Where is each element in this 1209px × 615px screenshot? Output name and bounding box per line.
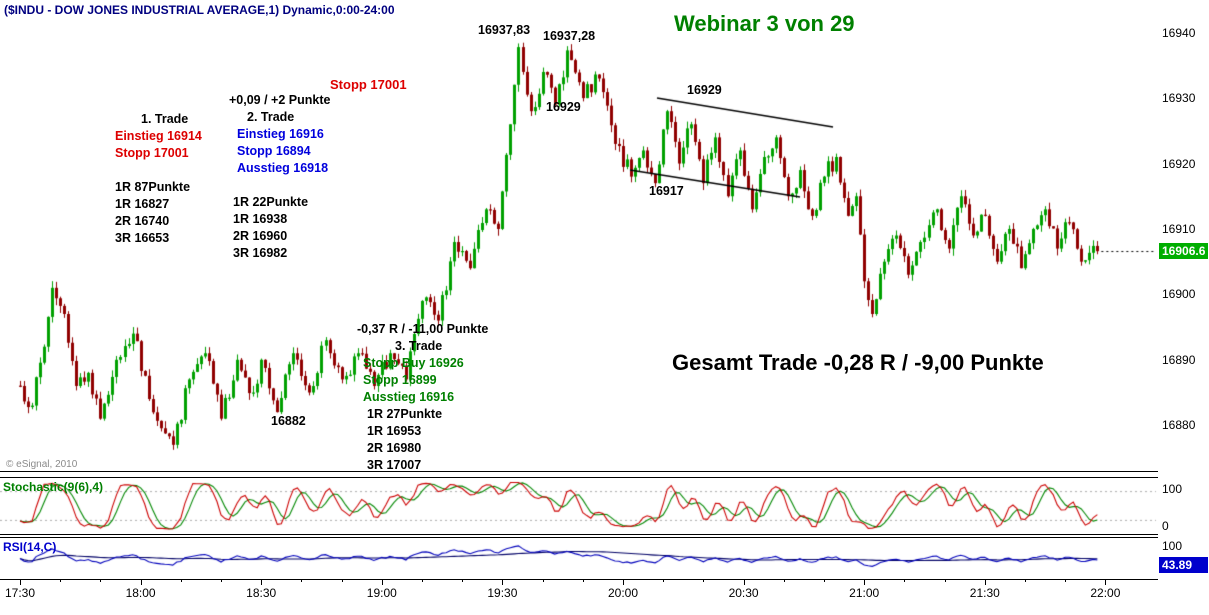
- chart-title: ($INDU - DOW JONES INDUSTRIAL AVERAGE,1)…: [4, 3, 395, 17]
- time-minor-tick: [824, 579, 825, 582]
- last-price-box: 16906.6: [1159, 243, 1208, 260]
- rsi-panel-canvas[interactable]: [0, 538, 1158, 579]
- price-axis-label: 16880: [1162, 418, 1196, 433]
- time-minor-tick: [221, 579, 222, 582]
- trade-summary-text: Gesamt Trade -0,28 R / -9,00 Punkte: [672, 350, 1044, 375]
- rsi-value-box: 43.89: [1159, 557, 1208, 573]
- time-major-tick: [20, 579, 21, 585]
- price-axis-label: 16910: [1162, 221, 1196, 236]
- time-axis-label: 17:30: [4, 586, 36, 600]
- time-minor-tick: [783, 579, 785, 582]
- time-minor-tick: [582, 579, 584, 582]
- stoch-scale-100: 100: [1162, 482, 1183, 496]
- time-minor-tick: [422, 579, 423, 582]
- price-axis: 16906.6 100 0 100 43.89 16940 16930 16920 1…: [1158, 0, 1209, 580]
- time-axis-label: 20:30: [728, 586, 759, 600]
- time-minor-tick: [1065, 579, 1067, 582]
- time-axis-label: 18:30: [246, 586, 277, 600]
- time-major-tick: [1105, 579, 1107, 585]
- time-axis-label: 21:30: [969, 586, 1000, 600]
- time-major-tick: [140, 579, 142, 585]
- time-major-tick: [864, 579, 866, 585]
- stoch-scale-0: 0: [1162, 519, 1169, 533]
- time-minor-tick: [663, 579, 665, 582]
- time-axis-label: 18:00: [125, 586, 156, 600]
- time-major-tick: [984, 579, 986, 585]
- time-minor-tick: [100, 579, 102, 582]
- time-axis-label: 19:30: [487, 586, 518, 600]
- price-axis-label: 16900: [1162, 287, 1196, 302]
- time-axis: 17:30 18:00 18:30 19:00 19:30 20:00 20:30 21:00…: [0, 579, 1209, 615]
- time-axis-label: 19:00: [366, 586, 397, 600]
- time-axis-line: [0, 579, 1209, 580]
- time-axis-label: 20:00: [607, 586, 639, 600]
- time-axis-label: 22:00: [1090, 586, 1121, 600]
- time-major-tick: [502, 579, 504, 585]
- time-minor-tick: [1025, 579, 1026, 582]
- time-major-tick: [381, 579, 383, 585]
- price-axis-label: 16940: [1162, 25, 1196, 40]
- time-axis-label: 21:00: [849, 586, 880, 600]
- stochastic-panel-canvas[interactable]: [0, 478, 1158, 534]
- rsi-panel-top-divider: [0, 537, 1209, 538]
- price-axis-label: 16920: [1162, 156, 1196, 171]
- rsi-label: RSI(14,C): [3, 540, 57, 554]
- esignal-watermark: © eSignal, 2010: [6, 459, 78, 470]
- time-minor-tick: [944, 579, 946, 582]
- time-major-tick: [743, 579, 745, 585]
- time-major-tick: [261, 579, 263, 585]
- price-chart-canvas[interactable]: [0, 0, 1158, 471]
- price-axis-label: 16890: [1162, 352, 1196, 367]
- stoch-panel-bottom-divider: [0, 534, 1209, 535]
- webinar-banner: Webinar 3 von 29: [674, 11, 855, 36]
- time-minor-tick: [301, 579, 303, 582]
- price-axis-label: 16930: [1162, 91, 1196, 106]
- stochastic-label: Stochastic(9(6),4): [3, 480, 104, 494]
- time-minor-tick: [703, 579, 705, 582]
- stoch-panel-top-divider: [0, 477, 1209, 478]
- time-minor-tick: [904, 579, 906, 582]
- time-minor-tick: [180, 579, 182, 582]
- time-minor-tick: [341, 579, 343, 582]
- time-minor-tick: [462, 579, 464, 582]
- time-minor-tick: [60, 579, 62, 582]
- time-major-tick: [623, 579, 624, 585]
- time-minor-tick: [542, 579, 544, 582]
- main-panel-divider: [0, 471, 1209, 472]
- rsi-scale-100: 100: [1162, 539, 1183, 553]
